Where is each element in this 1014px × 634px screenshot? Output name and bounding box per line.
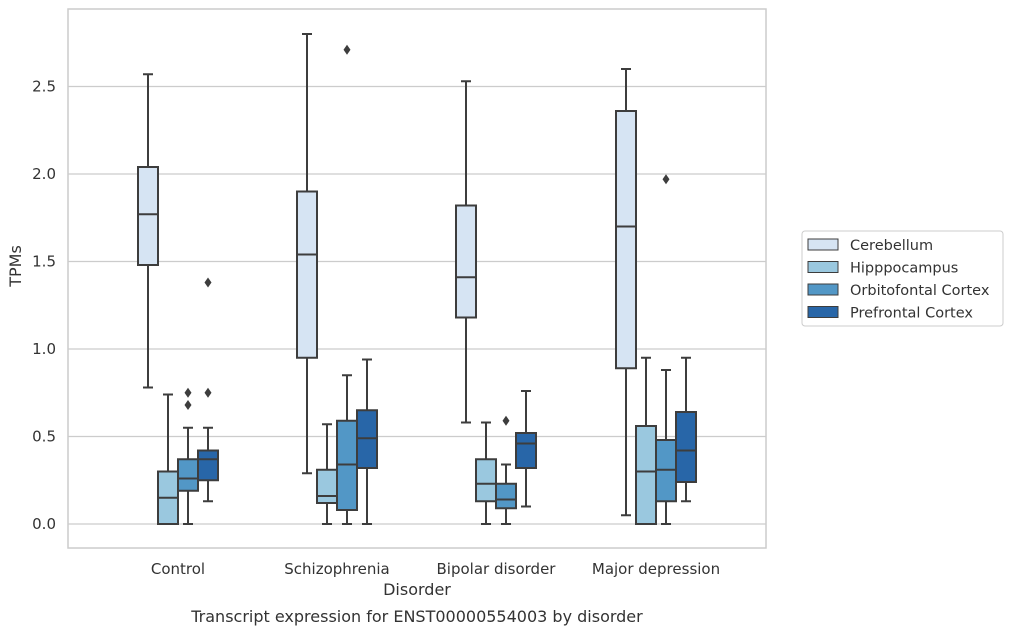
box-group (455, 80, 477, 424)
box-group (356, 358, 378, 525)
box-group (495, 415, 517, 525)
legend-swatch (807, 306, 839, 318)
x-axis-title: Disorder (383, 580, 451, 599)
legend-frame (801, 230, 1004, 327)
box-group (515, 390, 537, 508)
y-axis-title: TPMs (6, 245, 25, 288)
legend-swatch (807, 238, 839, 251)
y-tick-label: 0.5 (32, 428, 56, 446)
x-tick-label: Bipolar disorder (437, 560, 557, 578)
legend-swatch (807, 261, 839, 273)
box-group (615, 68, 637, 517)
box-group (137, 73, 159, 389)
box (177, 458, 199, 492)
outlier-point (343, 44, 351, 55)
box (635, 425, 657, 525)
plot-frame (67, 8, 767, 549)
boxes (137, 33, 697, 525)
x-tick-label: Schizophrenia (284, 560, 389, 578)
box-group (336, 44, 358, 525)
box-group (675, 356, 697, 503)
box (675, 411, 697, 483)
box (296, 190, 318, 359)
legend-label: Cerebellum (850, 238, 933, 254)
x-tick-label: Control (151, 560, 205, 578)
chart-caption: Transcript expression for ENST0000055400… (190, 607, 643, 626)
box (316, 468, 338, 504)
box (197, 449, 219, 482)
y-tick-label: 1.5 (32, 253, 56, 271)
box (475, 458, 497, 503)
outlier-point (502, 415, 510, 426)
y-tick-label: 2.5 (32, 78, 56, 96)
box-group (316, 423, 338, 525)
legend-label: Prefrontal Cortex (850, 306, 973, 322)
outlier-point (204, 277, 212, 288)
y-tick-label: 1.0 (32, 340, 56, 358)
box (615, 110, 637, 370)
y-tick-label: 2.0 (32, 165, 56, 183)
outlier-point (184, 387, 192, 398)
legend: Cerebellum Hipppocampus Orbitofontal Corte… (801, 230, 1004, 327)
box-group (157, 393, 179, 525)
outlier-point (204, 387, 212, 398)
box-group (475, 421, 497, 525)
legend-label: Orbitofontal Cortex (850, 283, 990, 299)
outlier-point (184, 400, 192, 410)
box (495, 482, 517, 510)
box-group (197, 277, 219, 503)
box (455, 204, 477, 319)
y-tick-label: 0.0 (32, 515, 56, 533)
outlier-point (662, 174, 670, 185)
y-axis-ticks: 0.0 0.5 1.0 1.5 2.0 2.5 (32, 78, 56, 534)
box (515, 432, 537, 469)
box (137, 166, 159, 266)
box-group (177, 387, 199, 525)
box-group (296, 33, 318, 475)
legend-swatch (807, 283, 839, 296)
x-axis-ticks: Control Schizophrenia Bipolar disorder Majo… (151, 560, 720, 578)
x-tick-label: Major depression (592, 560, 720, 578)
legend-label: Hipppocampus (850, 261, 958, 277)
box-group (635, 356, 657, 525)
